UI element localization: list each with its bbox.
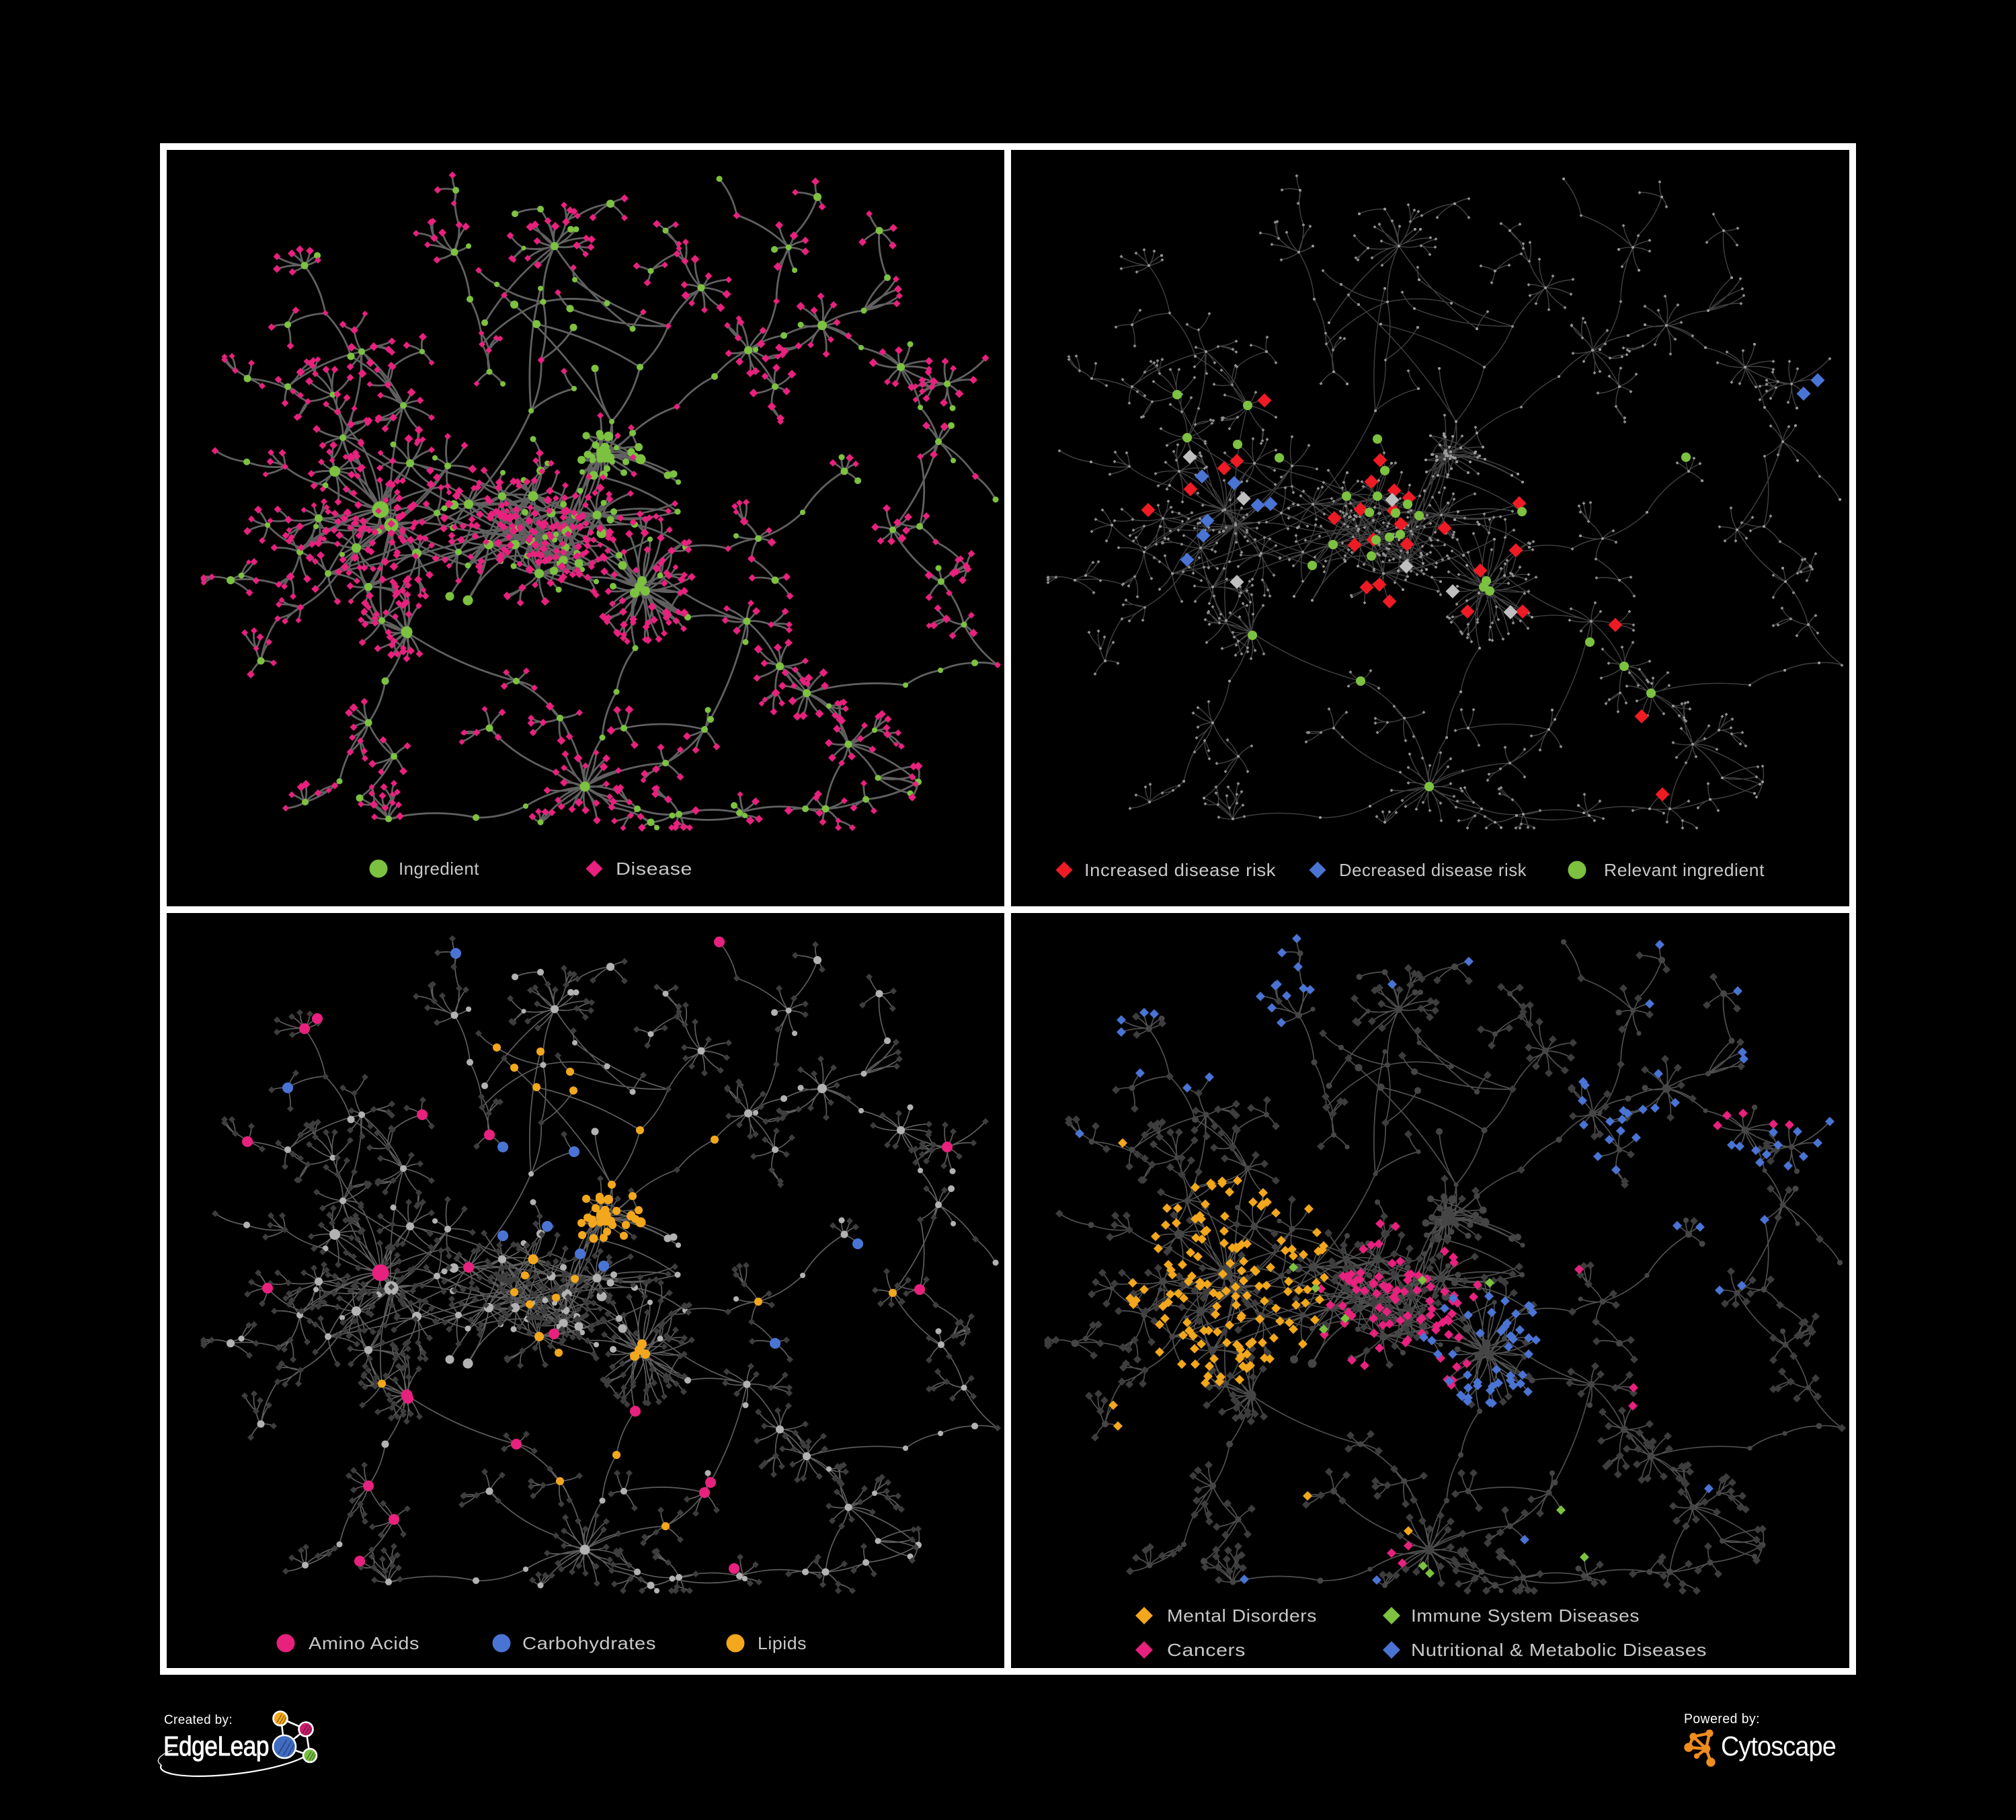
- svg-text:Mental Disorders: Mental Disorders: [1167, 1606, 1317, 1626]
- svg-text:Cytoscape: Cytoscape: [1721, 1731, 1836, 1762]
- svg-text:Carbohydrates: Carbohydrates: [522, 1633, 656, 1653]
- svg-text:Nutritional & Metabolic Diseas: Nutritional & Metabolic Diseases: [1411, 1640, 1707, 1660]
- svg-text:Lipids: Lipids: [758, 1633, 807, 1653]
- svg-text:Amino Acids: Amino Acids: [309, 1633, 419, 1653]
- svg-text:Decreased disease risk: Decreased disease risk: [1339, 860, 1527, 880]
- svg-text:Disease: Disease: [616, 859, 692, 879]
- svg-text:Relevant ingredient: Relevant ingredient: [1604, 860, 1765, 880]
- svg-text:Powered by:: Powered by:: [1684, 1712, 1760, 1727]
- svg-text:Ingredient: Ingredient: [399, 859, 479, 879]
- svg-text:Cancers: Cancers: [1167, 1640, 1246, 1660]
- svg-text:EdgeLeap: EdgeLeap: [163, 1731, 269, 1762]
- svg-text:Created by:: Created by:: [164, 1713, 233, 1727]
- svg-text:Immune System Diseases: Immune System Diseases: [1411, 1606, 1640, 1626]
- svg-text:Increased disease risk: Increased disease risk: [1084, 860, 1277, 880]
